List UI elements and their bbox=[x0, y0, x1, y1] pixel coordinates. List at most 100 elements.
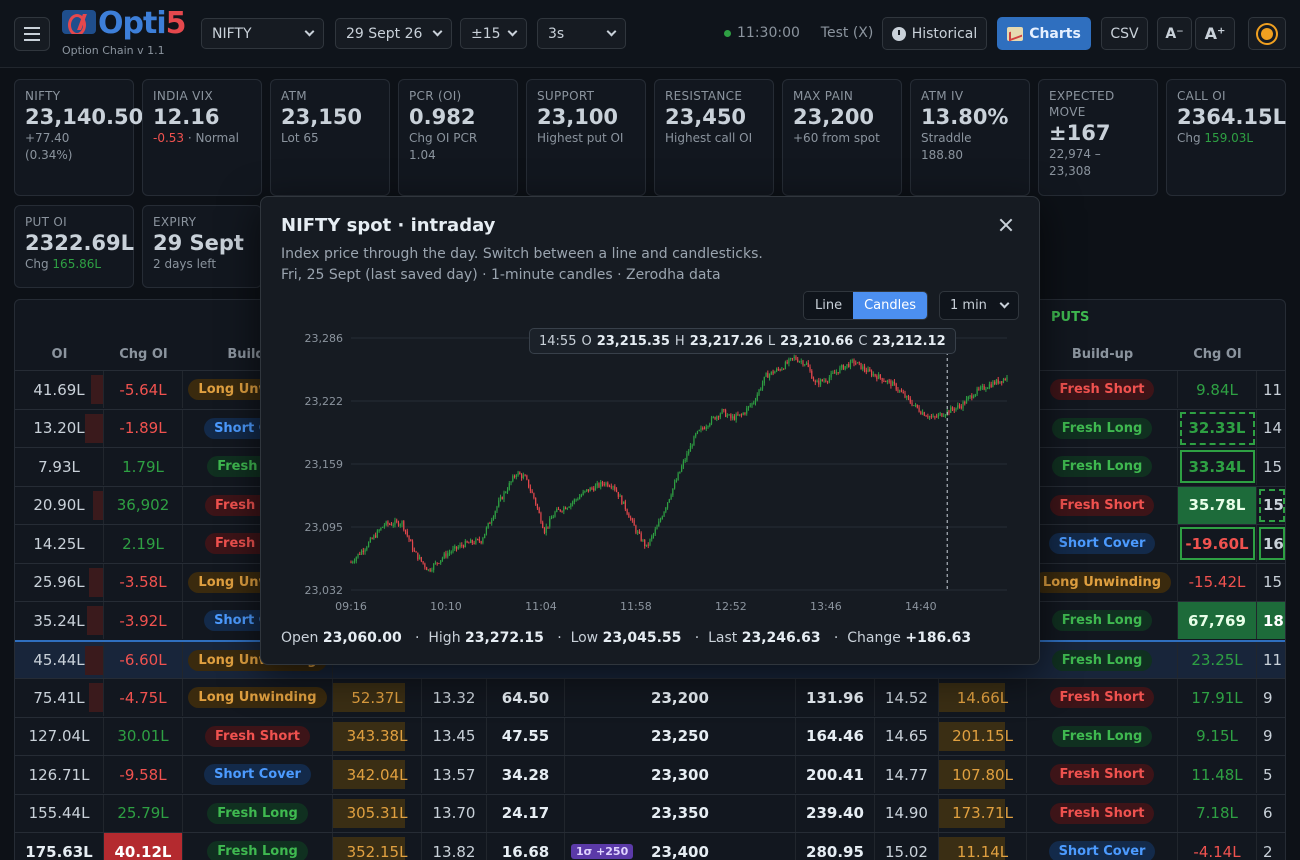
candle-body bbox=[1002, 379, 1005, 383]
x-tick-label: 09:16 bbox=[335, 600, 367, 613]
candle-body bbox=[987, 387, 989, 389]
candle-body bbox=[779, 369, 781, 371]
call-chg-oi-cell: 2.19L bbox=[104, 525, 183, 562]
call-oi-cell: 126.71L bbox=[15, 756, 104, 793]
candle-body bbox=[703, 428, 706, 430]
col-header-oi[interactable]: OI bbox=[51, 346, 68, 362]
buildup-badge: Fresh Short bbox=[1049, 687, 1155, 708]
candle-body bbox=[455, 546, 458, 549]
candle-body bbox=[652, 533, 655, 537]
candle-body bbox=[974, 394, 976, 397]
menu-icon[interactable] bbox=[14, 17, 50, 51]
x-tick-label: 10:10 bbox=[430, 600, 462, 613]
call-oi-cell: 13.20L bbox=[15, 409, 104, 447]
candle-body bbox=[726, 415, 728, 417]
candle-body bbox=[663, 511, 665, 517]
candle-body bbox=[464, 541, 466, 548]
candle-body bbox=[936, 416, 938, 418]
candle-body bbox=[491, 519, 493, 524]
call-buildup-cell: Fresh Short bbox=[183, 717, 333, 755]
candle-body bbox=[461, 544, 463, 546]
expiry-select[interactable]: 29 Sept 26 bbox=[335, 18, 452, 49]
close-icon[interactable] bbox=[995, 215, 1017, 237]
call-iv-cell: 13.70 bbox=[422, 794, 487, 832]
candle-body bbox=[872, 374, 874, 376]
put-chg-oi-cell: 67,769 bbox=[1178, 602, 1257, 639]
table-row[interactable]: 155.44L 25.79L Fresh Long 305.31L 13.70 24.17… bbox=[15, 793, 1285, 832]
font-decrease-button[interactable]: A⁻ bbox=[1157, 17, 1192, 50]
candle-body bbox=[825, 380, 827, 382]
put-chg-oi-cell: -19.60L bbox=[1178, 525, 1257, 562]
col-header-put-chg-oi[interactable]: Chg OI bbox=[1193, 346, 1242, 362]
buildup-badge: Short Cover bbox=[1048, 533, 1156, 554]
candle-body bbox=[997, 379, 999, 384]
candle-body bbox=[941, 413, 943, 417]
table-row[interactable]: 75.41L -4.75L Long Unwinding 52.37L 13.32 64.… bbox=[15, 678, 1285, 716]
table-row[interactable]: 175.63L 40.12L Fresh Long 352.15L 13.82 16.68… bbox=[15, 832, 1285, 860]
candle-body bbox=[362, 550, 364, 552]
candle-body bbox=[725, 409, 727, 417]
candle-body bbox=[930, 416, 932, 418]
candle-body bbox=[535, 497, 537, 505]
col-header-put-buildup[interactable]: Build-up bbox=[1071, 346, 1134, 362]
call-oi-cell: 175.63L bbox=[15, 833, 104, 860]
candle-body bbox=[781, 368, 783, 371]
candle-body bbox=[972, 396, 975, 399]
card-india-vix: INDIA VIX 12.16 -0.53 · Normal bbox=[142, 79, 262, 196]
candle-body bbox=[382, 526, 384, 528]
candle-body bbox=[619, 495, 621, 497]
theme-toggle-button[interactable] bbox=[1248, 17, 1286, 50]
candle-body bbox=[647, 544, 649, 546]
buildup-badge: Fresh Short bbox=[1049, 494, 1155, 516]
candle-body bbox=[617, 491, 619, 497]
historical-button[interactable]: Historical bbox=[882, 17, 987, 50]
symbol-select[interactable]: NIFTY bbox=[201, 18, 324, 49]
candle-body bbox=[573, 499, 575, 503]
candle-body bbox=[429, 569, 431, 571]
candle-body bbox=[675, 480, 677, 483]
call-chg-oi-cell: 30.01L bbox=[104, 717, 183, 755]
line-mode-button[interactable]: Line bbox=[804, 292, 854, 319]
candle-body bbox=[635, 525, 637, 533]
candle-body bbox=[656, 526, 658, 530]
candle-body bbox=[786, 361, 788, 364]
call-chg-oi-cell: -1.89L bbox=[104, 409, 183, 447]
table-row[interactable]: 127.04L 30.01L Fresh Short 343.38L 13.45 47.5… bbox=[15, 716, 1285, 755]
candle-body bbox=[953, 409, 955, 411]
candle-body bbox=[549, 518, 551, 527]
col-header-chg-oi[interactable]: Chg OI bbox=[119, 346, 168, 362]
candle-body bbox=[612, 486, 614, 488]
candle-body bbox=[594, 485, 597, 491]
candle-body bbox=[487, 522, 489, 528]
candle-body bbox=[958, 405, 961, 407]
table-row[interactable]: 20.90L 36,902 Fresh Short Fresh Short 35.78L… bbox=[15, 485, 1285, 524]
call-buildup-cell: Long Unwinding bbox=[183, 679, 333, 716]
candle-body bbox=[804, 364, 806, 366]
font-increase-button[interactable]: A⁺ bbox=[1195, 17, 1235, 50]
candle-body bbox=[814, 381, 816, 383]
candle-body bbox=[980, 387, 982, 390]
table-row[interactable]: 126.71L -9.58L Short Cover 342.04L 13.57 34.2… bbox=[15, 755, 1285, 793]
candles-mode-button[interactable]: Candles bbox=[853, 292, 928, 319]
candle-body bbox=[679, 471, 681, 474]
csv-button[interactable]: CSV bbox=[1101, 17, 1148, 50]
top-toolbar: Opti5 Option Chain v 1.1 NIFTY 29 Sept 2… bbox=[0, 0, 1300, 68]
candle-body bbox=[851, 360, 853, 362]
refresh-interval-select[interactable]: 3s bbox=[537, 18, 626, 49]
interval-select[interactable]: 1 min bbox=[939, 291, 1019, 320]
app-logo: Opti5 Option Chain v 1.1 bbox=[62, 6, 192, 60]
buildup-badge: Fresh Short bbox=[205, 725, 310, 747]
strike-range-select[interactable]: ±15 bbox=[460, 18, 527, 49]
candle-body bbox=[424, 563, 426, 568]
candle-body bbox=[921, 412, 924, 415]
put-iv-cell: 14.77 bbox=[875, 756, 939, 793]
charts-button[interactable]: Charts bbox=[997, 17, 1091, 50]
candle-body bbox=[897, 389, 899, 391]
candle-body bbox=[753, 402, 755, 404]
candle-body bbox=[688, 451, 690, 454]
candle-body bbox=[415, 551, 417, 553]
candlestick-chart[interactable]: 23,286 23,222 23,159 23,095 23,032 09:16 10:10… bbox=[261, 322, 1041, 622]
card-expiry: EXPIRY 29 Sept 2 days left bbox=[142, 205, 262, 288]
candle-body bbox=[681, 466, 683, 472]
candle-body bbox=[631, 518, 633, 521]
